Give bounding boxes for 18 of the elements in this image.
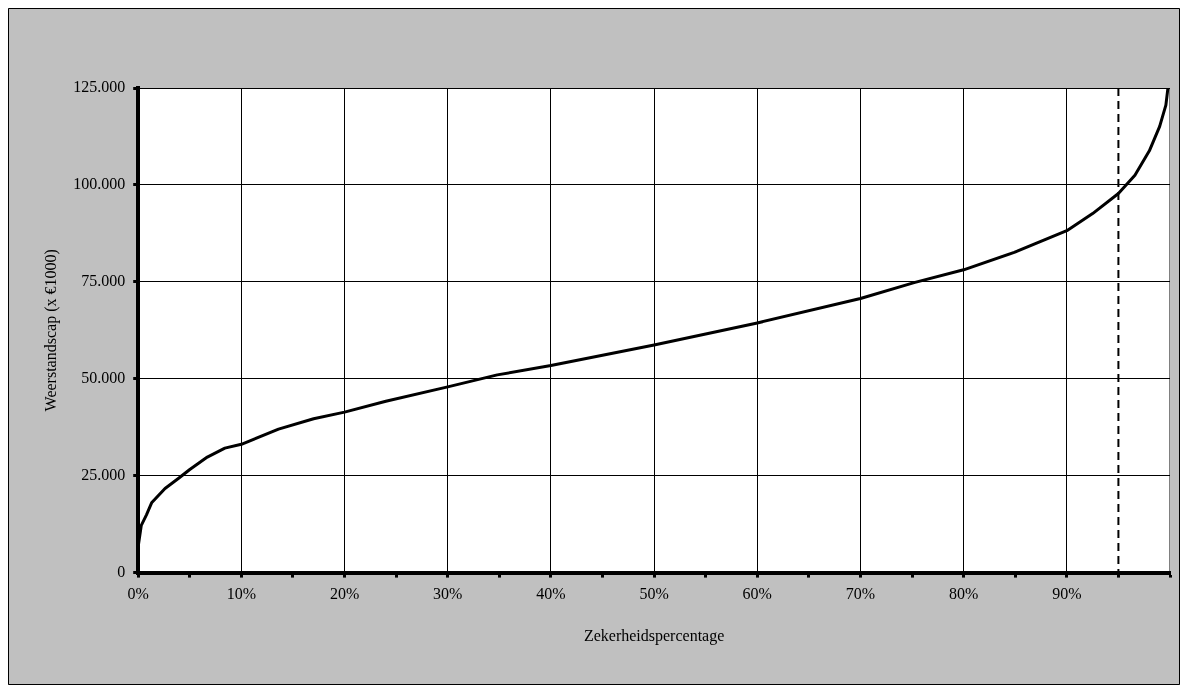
- x-tick-label: 0%: [127, 585, 149, 603]
- x-tick-label: 40%: [536, 585, 566, 603]
- x-tick-label: 90%: [1052, 585, 1082, 603]
- x-tick-label: 30%: [433, 585, 463, 603]
- y-tick-label: 50.000: [81, 368, 126, 386]
- x-tick-label: 50%: [639, 585, 669, 603]
- x-axis-title: Zekerheidspercentage: [583, 626, 725, 645]
- x-tick-label: 70%: [845, 585, 876, 603]
- y-tick-label: 75.000: [81, 272, 126, 290]
- x-tick-label: 80%: [948, 585, 979, 603]
- y-tick-label: 100.000: [73, 175, 126, 193]
- x-tick-label: 10%: [226, 585, 257, 603]
- x-tick-label: 20%: [329, 585, 360, 603]
- y-tick-label: 25.000: [81, 465, 126, 483]
- y-tick-label: 125.000: [73, 78, 126, 96]
- y-tick-label: 0: [117, 562, 126, 580]
- x-tick-label: 60%: [742, 585, 772, 603]
- y-axis-title: Weerstandscap (x €1000): [41, 249, 60, 412]
